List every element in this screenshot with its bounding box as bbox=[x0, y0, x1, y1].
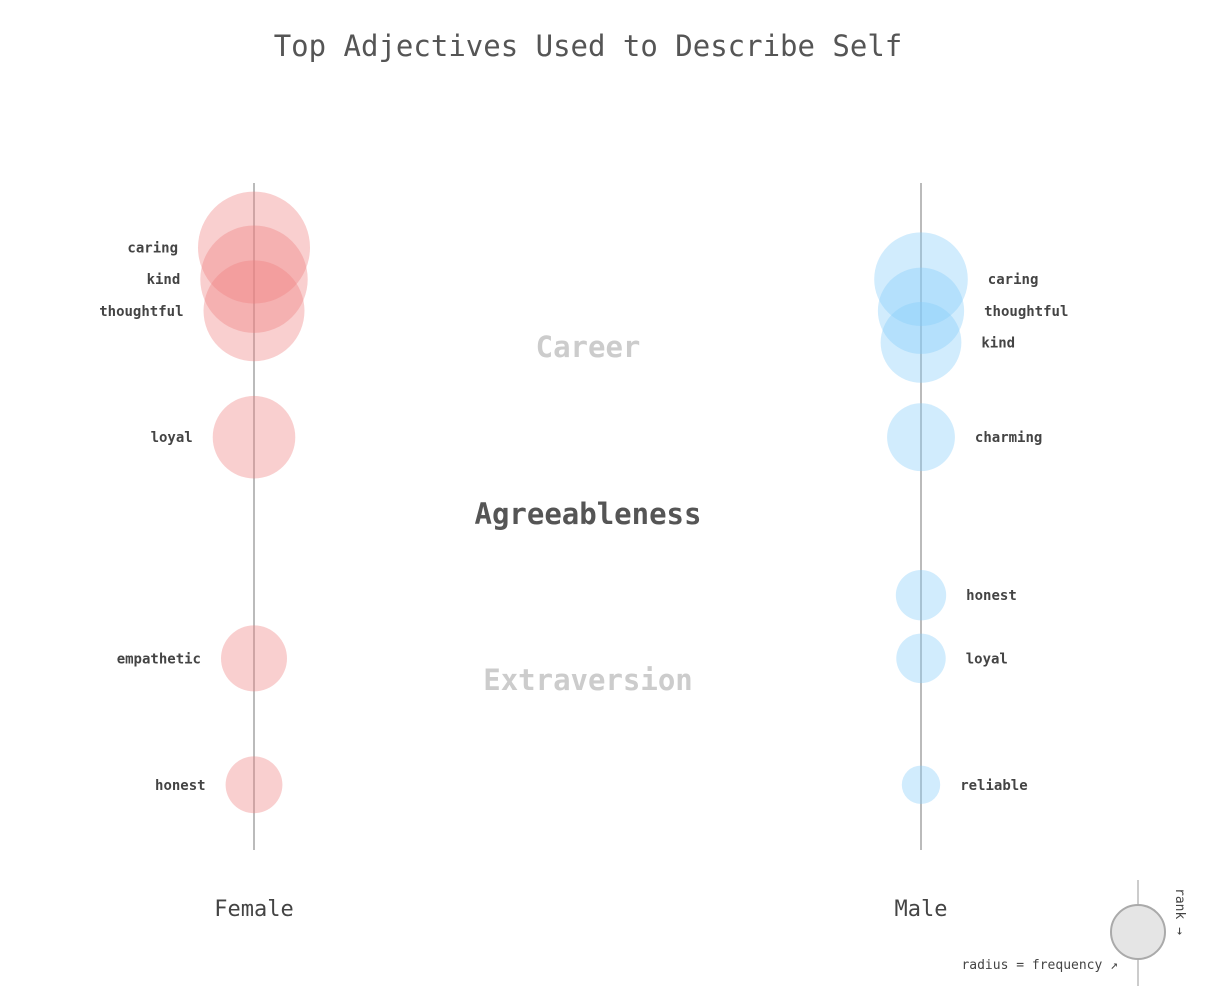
female-word-label-kind: kind bbox=[147, 272, 181, 288]
female-word-label-thoughtful: thoughtful bbox=[99, 304, 183, 320]
legend-bubble bbox=[1110, 904, 1166, 960]
female-word-label-loyal: loyal bbox=[151, 430, 193, 446]
legend: radius = frequency ↗ rank → bbox=[961, 880, 1187, 986]
male-word-label-kind: kind bbox=[981, 335, 1015, 351]
female-bubble-kind[interactable] bbox=[200, 225, 308, 333]
male-word-label-charming: charming bbox=[975, 430, 1042, 446]
male-bubble-thoughtful[interactable] bbox=[877, 267, 965, 354]
male-axis-label: Male bbox=[895, 897, 948, 922]
legend-radius-label: radius = frequency ↗ bbox=[961, 958, 1118, 973]
bubble-layer bbox=[198, 191, 968, 814]
male-bubble-honest[interactable] bbox=[895, 570, 947, 621]
female-word-label-caring: caring bbox=[127, 241, 178, 257]
male-word-label-reliable: reliable bbox=[960, 778, 1027, 794]
male-bubble-charming[interactable] bbox=[887, 403, 955, 472]
category-agreeableness[interactable]: Agreeableness bbox=[475, 497, 702, 531]
female-axis-label: Female bbox=[214, 897, 293, 922]
female-bubble-empathetic[interactable] bbox=[221, 625, 287, 692]
male-word-label-thoughtful: thoughtful bbox=[984, 304, 1068, 320]
female-word-label-empathetic: empathetic bbox=[117, 651, 201, 667]
female-bubble-thoughtful[interactable] bbox=[203, 260, 305, 362]
male-bubble-loyal[interactable] bbox=[896, 633, 946, 684]
category-career[interactable]: Career bbox=[536, 330, 641, 364]
female-bubble-caring[interactable] bbox=[198, 191, 310, 304]
male-bubble-caring[interactable] bbox=[874, 232, 968, 326]
female-bubble-honest[interactable] bbox=[225, 756, 283, 814]
female-bubble-loyal[interactable] bbox=[212, 395, 296, 479]
legend-rank-label: rank → bbox=[1172, 888, 1187, 935]
chart-title: Top Adjectives Used to Describe Self bbox=[274, 29, 903, 63]
word-label-layer: caring kind thoughtful loyal empathetic hones… bbox=[99, 241, 1068, 794]
category-extraversion[interactable]: Extraversion bbox=[483, 663, 693, 697]
male-word-label-caring: caring bbox=[988, 272, 1039, 288]
male-bubble-kind[interactable] bbox=[880, 302, 962, 383]
male-word-label-honest: honest bbox=[966, 588, 1017, 604]
male-bubble-reliable[interactable] bbox=[901, 765, 941, 804]
female-word-label-honest: honest bbox=[155, 778, 206, 794]
male-word-label-loyal: loyal bbox=[966, 651, 1008, 667]
